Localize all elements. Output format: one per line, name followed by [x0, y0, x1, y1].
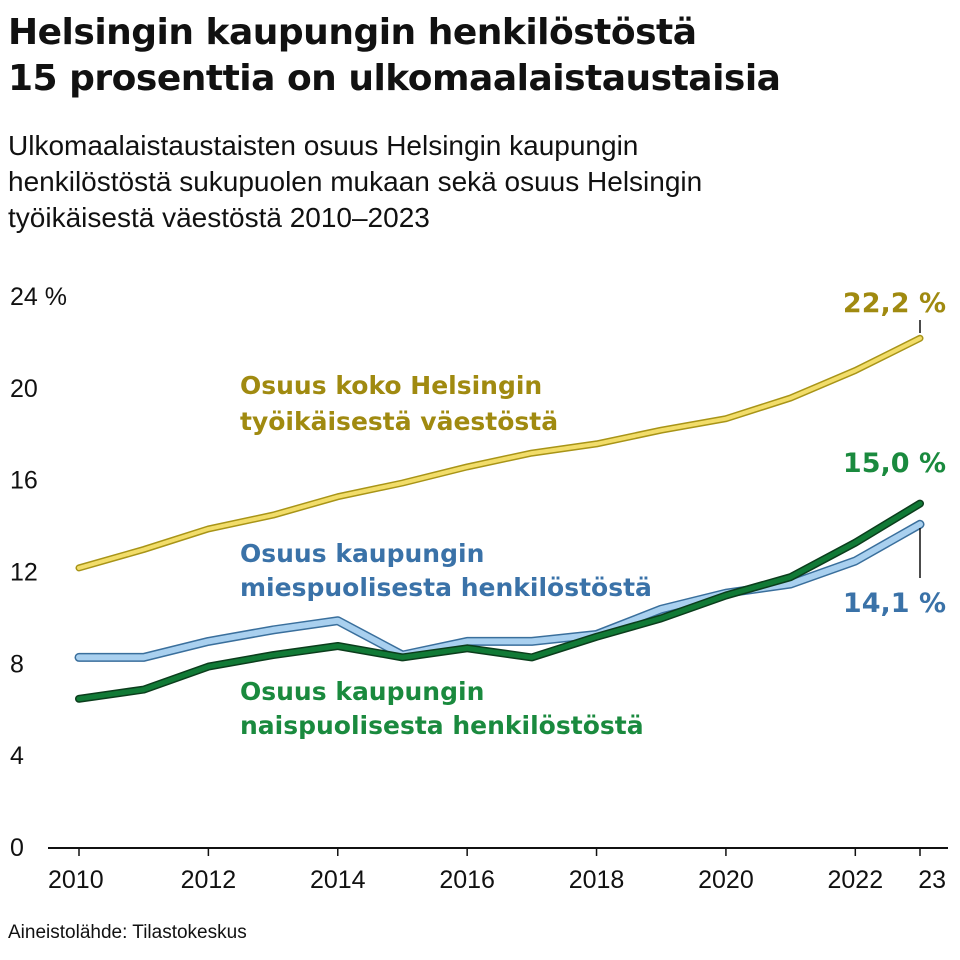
label-men-line-1: Osuus kaupungin [240, 539, 484, 568]
x-tick-label: 23 [918, 866, 946, 894]
series-line-population [77, 336, 922, 570]
y-tick-label: 24 % [10, 283, 67, 311]
label-population-line-2: työikäisestä väestöstä [240, 407, 558, 436]
chart-series [74, 334, 925, 703]
x-tick-label: 2020 [698, 866, 754, 894]
end-label-men: 14,1 % [843, 588, 946, 619]
label-women-line-2: naispuolisesta henkilöstöstä [240, 711, 644, 740]
end-value-labels: 22,2 % 15,0 % 14,1 % [843, 288, 946, 619]
label-population-line-1: Osuus koko Helsingin [240, 371, 542, 400]
label-men-line-2: miespuolisesta henkilöstöstä [240, 573, 652, 602]
subtitle-line-2: henkilöstöstä sukupuolen mukaan sekä osu… [8, 166, 703, 197]
end-label-population: 22,2 % [843, 288, 946, 319]
title-line-2: 15 prosenttia on ulkomaalaistaustaisia [8, 58, 781, 99]
chart-title: Helsingin kaupungin henkilöstöstä 15 pro… [8, 10, 952, 102]
x-tick-label: 2014 [310, 866, 366, 894]
y-tick-label: 20 [10, 375, 38, 403]
x-tick-label: 2018 [569, 866, 625, 894]
chart-subtitle: Ulkomaalaistaustaisten osuus Helsingin k… [8, 128, 952, 236]
y-tick-label: 16 [10, 467, 38, 495]
y-tick-label: 0 [10, 834, 24, 862]
series-line-women [76, 501, 923, 702]
subtitle-line-1: Ulkomaalaistaustaisten osuus Helsingin k… [8, 130, 639, 161]
end-label-women: 15,0 % [843, 448, 946, 479]
series-line-men [76, 521, 923, 661]
label-women-line-1: Osuus kaupungin [240, 677, 484, 706]
title-line-1: Helsingin kaupungin henkilöstöstä [8, 12, 697, 53]
y-tick-label: 8 [10, 650, 24, 678]
chart-axes: 0 4 8 12 16 20 24 % 2010 2012 2014 2016 2018 2020 202… [10, 283, 948, 894]
x-tick-label: 2012 [181, 866, 237, 894]
source-note: Aineistolähde: Tilastokeskus [8, 922, 247, 943]
subtitle-line-3: työikäisestä väestöstä 2010–2023 [8, 202, 430, 233]
y-tick-label: 4 [10, 742, 24, 770]
series-labels: Osuus koko Helsingin työikäisestä väestö… [240, 371, 652, 740]
x-tick-label: 2010 [48, 866, 104, 894]
x-tick-label: 2016 [439, 866, 495, 894]
x-tick-label: 2022 [827, 866, 883, 894]
y-tick-label: 12 [10, 559, 38, 587]
